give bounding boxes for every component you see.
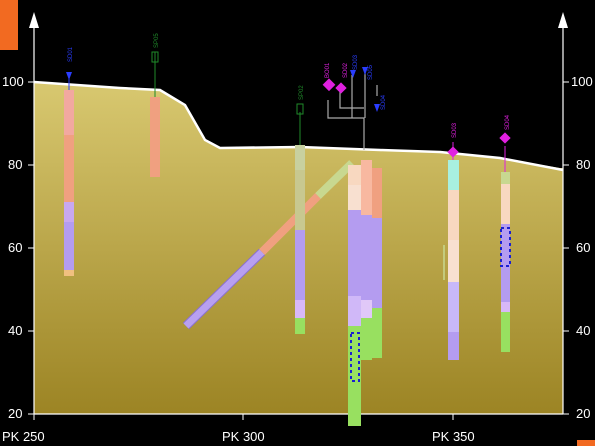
- x-tick-label: PK 350: [432, 429, 475, 444]
- borehole-label: SD04: [381, 94, 387, 110]
- borehole-sd03[interactable]: SD03: [443, 122, 459, 360]
- borehole-sd04[interactable]: SD04: [374, 94, 387, 112]
- borehole-sp05[interactable]: SP05: [150, 33, 160, 177]
- borehole-label: SP05: [154, 33, 160, 48]
- left-ticks: [28, 81, 34, 415]
- right-ticks: [563, 81, 569, 415]
- borehole-label: SD04: [505, 114, 511, 130]
- y-tick-label: 100: [2, 74, 24, 89]
- borehole-sd03-cluster[interactable]: SD03: [350, 54, 382, 358]
- x-tick-label: PK 250: [2, 429, 45, 444]
- borehole-label: SP02: [299, 85, 305, 100]
- up-arrow-icon: [558, 12, 568, 28]
- borehole-sd05[interactable]: SD05: [362, 64, 374, 80]
- y-tick-label-right: 40: [576, 323, 590, 338]
- y-tick-label-right: 60: [576, 240, 590, 255]
- corner-accent: [0, 0, 18, 50]
- corner-accent-bottom: [577, 440, 595, 446]
- y-tick-label: 80: [8, 157, 22, 172]
- cluster-connector: [327, 70, 378, 150]
- y-tick-label: 60: [8, 240, 22, 255]
- borehole-label: SD02: [343, 62, 349, 78]
- borehole-label: SD01: [68, 46, 74, 62]
- ground-surface-line: [33, 80, 564, 172]
- up-arrow-icon: [29, 12, 39, 28]
- y-tick-label-right: 100: [571, 74, 593, 89]
- borehole-sp02[interactable]: SP02: [295, 85, 305, 334]
- borehole-label: BO01: [325, 62, 331, 78]
- borehole-bo01[interactable]: BO01: [322, 62, 361, 426]
- borehole-sd01[interactable]: SD01: [64, 46, 74, 276]
- borehole-label: SD03: [353, 54, 359, 70]
- inclined-borehole[interactable]: [182, 160, 355, 330]
- y-tick-label: 40: [8, 323, 22, 338]
- bottom-ticks: [33, 414, 454, 420]
- borehole-label: SD03: [452, 122, 458, 138]
- borehole-sd04-right[interactable]: SD04: [499, 114, 511, 352]
- y-tick-label: 20: [8, 406, 22, 421]
- borehole-label: SD05: [368, 64, 374, 80]
- y-tick-label-right: 80: [576, 157, 590, 172]
- y-tick-label-right: 20: [576, 406, 590, 421]
- x-tick-label: PK 300: [222, 429, 265, 444]
